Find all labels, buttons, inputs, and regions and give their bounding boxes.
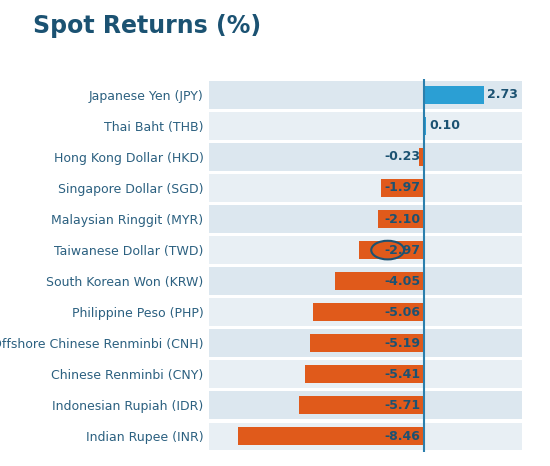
Text: 2.73: 2.73 bbox=[487, 88, 518, 101]
Bar bbox=[209, 205, 522, 233]
Bar bbox=[359, 241, 424, 259]
Bar bbox=[209, 267, 522, 295]
Text: -8.46: -8.46 bbox=[384, 430, 421, 443]
Text: -5.41: -5.41 bbox=[384, 368, 421, 381]
Text: -5.19: -5.19 bbox=[384, 337, 421, 350]
Bar bbox=[209, 81, 522, 109]
Text: -5.06: -5.06 bbox=[384, 306, 421, 319]
Bar bbox=[209, 143, 522, 171]
Text: -5.71: -5.71 bbox=[384, 399, 421, 412]
Bar bbox=[209, 329, 522, 357]
Bar bbox=[424, 117, 426, 135]
Bar bbox=[424, 86, 483, 104]
Text: -4.05: -4.05 bbox=[384, 274, 421, 288]
Text: -2.97: -2.97 bbox=[384, 244, 421, 257]
Bar bbox=[209, 298, 522, 326]
Bar bbox=[378, 210, 424, 228]
Text: -1.97: -1.97 bbox=[384, 181, 421, 194]
Bar bbox=[209, 423, 522, 451]
Bar bbox=[299, 397, 424, 414]
Bar bbox=[381, 179, 424, 197]
Bar bbox=[419, 148, 424, 166]
Text: Spot Returns (%): Spot Returns (%) bbox=[33, 14, 261, 38]
Bar bbox=[238, 427, 424, 445]
Bar bbox=[209, 174, 522, 202]
Bar bbox=[305, 365, 424, 384]
Text: 0.10: 0.10 bbox=[430, 119, 460, 132]
Bar bbox=[335, 272, 424, 290]
Bar bbox=[209, 236, 522, 264]
Text: -2.10: -2.10 bbox=[384, 212, 421, 226]
Bar bbox=[313, 303, 424, 321]
Bar bbox=[310, 334, 424, 352]
Bar bbox=[209, 112, 522, 140]
Bar bbox=[209, 360, 522, 388]
Text: -0.23: -0.23 bbox=[384, 151, 421, 164]
Bar bbox=[209, 391, 522, 419]
